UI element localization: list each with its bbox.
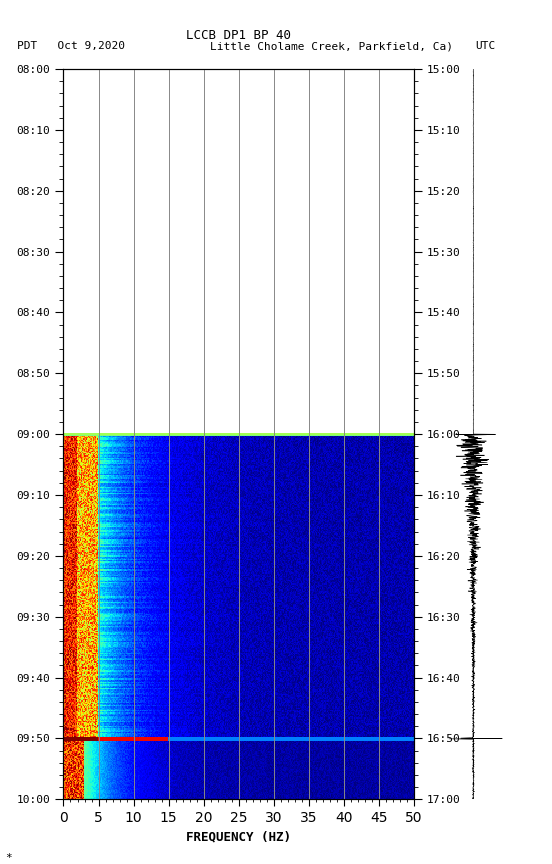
Text: UTC: UTC: [476, 41, 496, 52]
Text: *: *: [6, 853, 12, 862]
Text: Little Cholame Creek, Parkfield, Ca): Little Cholame Creek, Parkfield, Ca): [210, 41, 453, 52]
Text: LCCB DP1 BP 40: LCCB DP1 BP 40: [186, 29, 291, 41]
X-axis label: FREQUENCY (HZ): FREQUENCY (HZ): [186, 830, 291, 843]
Text: PDT   Oct 9,2020: PDT Oct 9,2020: [17, 41, 125, 52]
